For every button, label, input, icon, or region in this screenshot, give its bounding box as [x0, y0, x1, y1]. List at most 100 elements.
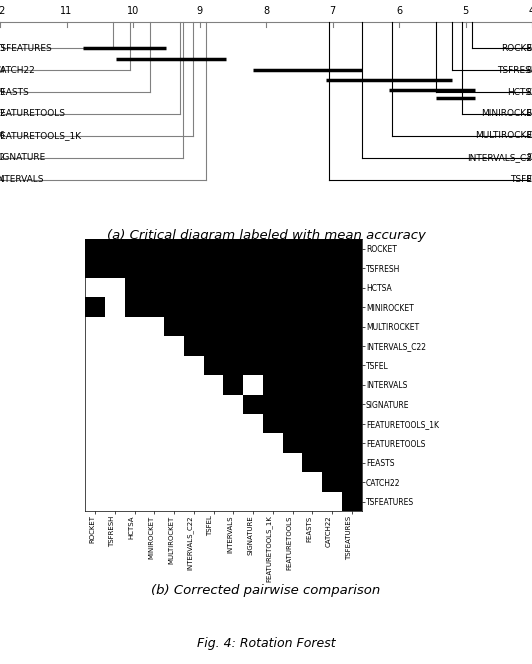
Bar — [263, 492, 282, 511]
Bar — [144, 492, 164, 511]
Bar — [85, 239, 105, 258]
Bar — [164, 258, 184, 278]
Text: 82.65: 82.65 — [527, 131, 532, 140]
Bar — [282, 297, 303, 317]
Bar — [144, 336, 164, 356]
Bar — [124, 239, 144, 258]
Bar — [322, 336, 342, 356]
Bar — [144, 453, 164, 472]
Text: CATCH22: CATCH22 — [0, 66, 36, 74]
Bar — [303, 453, 322, 472]
Bar — [204, 336, 223, 356]
Bar — [342, 394, 362, 414]
Bar — [204, 317, 223, 336]
Text: MINIROCKET: MINIROCKET — [481, 110, 532, 118]
Text: TSFEL: TSFEL — [510, 175, 532, 184]
Bar — [282, 258, 303, 278]
Bar — [124, 317, 144, 336]
Bar — [144, 317, 164, 336]
Text: INTERVALS: INTERVALS — [0, 175, 43, 184]
Bar — [223, 453, 243, 472]
Text: 79.72: 79.72 — [0, 110, 5, 118]
Text: 6: 6 — [396, 7, 402, 17]
Bar — [243, 278, 263, 297]
Text: 82.29: 82.29 — [527, 153, 532, 162]
Bar — [282, 239, 303, 258]
Bar — [322, 297, 342, 317]
Bar — [322, 317, 342, 336]
Bar — [303, 317, 322, 336]
Bar — [204, 472, 223, 492]
Bar — [243, 375, 263, 394]
Bar — [85, 472, 105, 492]
Bar — [164, 278, 184, 297]
Bar — [322, 356, 342, 375]
Bar — [184, 394, 204, 414]
Text: 84.21: 84.21 — [527, 110, 532, 118]
Bar — [223, 414, 243, 434]
Bar — [282, 492, 303, 511]
Bar — [105, 375, 124, 394]
Bar — [322, 492, 342, 511]
Bar — [105, 434, 124, 453]
Bar — [164, 472, 184, 492]
Bar — [124, 278, 144, 297]
Bar — [124, 472, 144, 492]
Bar — [303, 356, 322, 375]
Bar — [85, 434, 105, 453]
Bar — [263, 317, 282, 336]
Bar — [184, 317, 204, 336]
Bar — [223, 258, 243, 278]
Bar — [282, 414, 303, 434]
Bar — [303, 414, 322, 434]
Bar — [342, 434, 362, 453]
Bar — [322, 278, 342, 297]
Bar — [184, 453, 204, 472]
Bar — [342, 414, 362, 434]
Text: ROCKET: ROCKET — [501, 44, 532, 52]
Bar — [282, 453, 303, 472]
Bar — [204, 297, 223, 317]
Bar — [263, 356, 282, 375]
Bar — [144, 258, 164, 278]
Text: 9: 9 — [196, 7, 203, 17]
Bar — [124, 453, 144, 472]
Bar — [164, 239, 184, 258]
Bar — [322, 394, 342, 414]
Bar — [164, 492, 184, 511]
Bar — [105, 239, 124, 258]
Bar — [243, 414, 263, 434]
Bar — [243, 356, 263, 375]
Bar — [282, 356, 303, 375]
Bar — [282, 375, 303, 394]
Bar — [342, 375, 362, 394]
Bar — [303, 297, 322, 317]
Bar — [342, 258, 362, 278]
Bar — [322, 414, 342, 434]
Bar — [105, 394, 124, 414]
Bar — [144, 356, 164, 375]
Bar — [144, 278, 164, 297]
Text: 77.13: 77.13 — [0, 44, 5, 52]
Bar — [204, 453, 223, 472]
Bar — [263, 258, 282, 278]
Bar — [243, 336, 263, 356]
Bar — [282, 278, 303, 297]
Bar — [303, 239, 322, 258]
Text: (b) Corrected pairwise comparison: (b) Corrected pairwise comparison — [152, 584, 380, 598]
Bar — [223, 239, 243, 258]
Bar — [105, 492, 124, 511]
Bar — [223, 317, 243, 336]
Bar — [124, 356, 144, 375]
Bar — [184, 278, 204, 297]
Text: 12: 12 — [0, 7, 6, 17]
Bar — [144, 434, 164, 453]
Text: FEASTS: FEASTS — [0, 88, 28, 96]
Bar — [303, 394, 322, 414]
Bar — [342, 492, 362, 511]
Bar — [85, 297, 105, 317]
Bar — [303, 375, 322, 394]
Bar — [223, 297, 243, 317]
Bar — [124, 375, 144, 394]
Bar — [263, 297, 282, 317]
